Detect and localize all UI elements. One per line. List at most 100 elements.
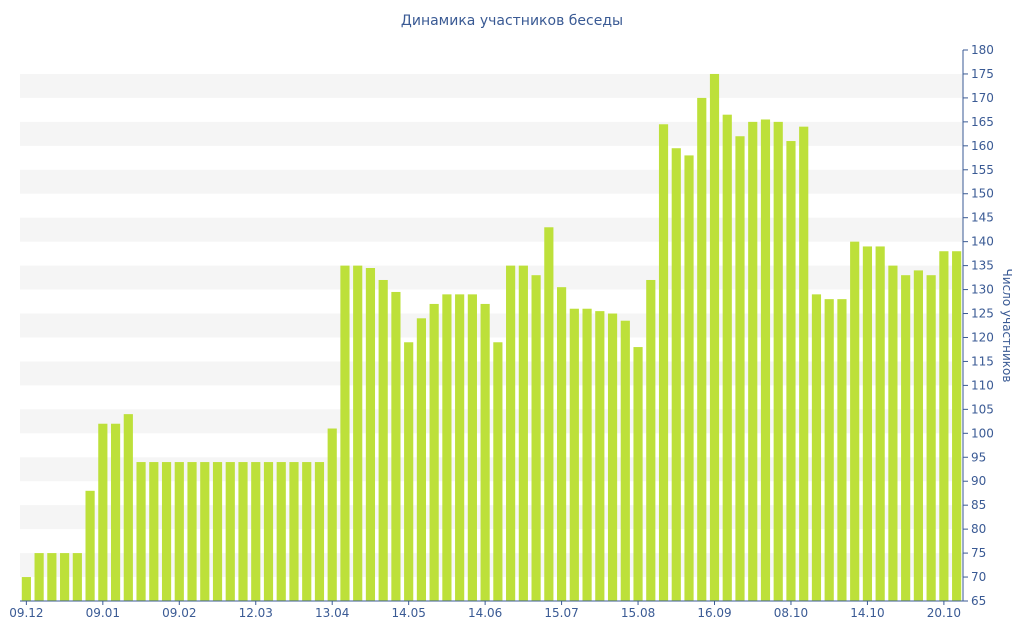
bar bbox=[824, 299, 834, 601]
x-tick-label: 16.09 bbox=[697, 606, 731, 620]
bar bbox=[123, 414, 133, 601]
bar bbox=[429, 303, 439, 601]
bar bbox=[722, 114, 732, 601]
bar bbox=[493, 342, 503, 601]
y-tick-label: 135 bbox=[971, 259, 994, 273]
bar bbox=[557, 287, 567, 601]
bar bbox=[416, 318, 426, 601]
bar bbox=[238, 462, 248, 601]
bar bbox=[340, 265, 350, 601]
x-tick-label: 09.02 bbox=[162, 606, 196, 620]
bar bbox=[760, 119, 771, 602]
bar bbox=[531, 275, 541, 601]
bar bbox=[799, 126, 809, 602]
bar bbox=[811, 294, 822, 601]
bar bbox=[136, 462, 146, 601]
y-tick-label: 150 bbox=[971, 187, 994, 201]
grid-band bbox=[20, 457, 963, 482]
y-tick-label: 140 bbox=[971, 235, 994, 249]
bar bbox=[684, 155, 694, 601]
grid-band bbox=[20, 505, 963, 530]
bar bbox=[506, 265, 516, 601]
grid-band bbox=[20, 265, 963, 290]
y-tick-label: 120 bbox=[971, 330, 994, 344]
bar bbox=[926, 275, 936, 601]
bar bbox=[365, 268, 376, 601]
y-tick-label: 175 bbox=[971, 67, 994, 81]
bar bbox=[671, 148, 681, 601]
grid-band bbox=[20, 73, 963, 98]
bar bbox=[735, 136, 745, 602]
y-tick-label: 105 bbox=[971, 402, 994, 416]
y-tick-label: 155 bbox=[971, 163, 994, 177]
bar bbox=[276, 462, 286, 601]
y-axis: 65 70 75 80 85 90 95 100 105 110 115 120 125 130 135 14… bbox=[962, 43, 994, 608]
bar bbox=[72, 553, 82, 601]
bar bbox=[378, 279, 388, 601]
y-tick-label: 95 bbox=[971, 450, 986, 464]
bar bbox=[850, 241, 860, 602]
bar bbox=[263, 462, 274, 601]
bar bbox=[455, 294, 465, 601]
bar bbox=[582, 308, 592, 601]
chart-title: Динамика участников беседы bbox=[400, 13, 624, 29]
x-tick-label: 09.12 bbox=[9, 606, 43, 620]
grid-band bbox=[20, 121, 963, 146]
x-tick-label: 14.05 bbox=[391, 606, 425, 620]
x-tick-label: 12.03 bbox=[239, 606, 273, 620]
bar bbox=[786, 141, 796, 601]
y-tick-label: 90 bbox=[971, 474, 986, 488]
bar bbox=[404, 342, 414, 601]
y-tick-label: 125 bbox=[971, 307, 994, 321]
bar bbox=[633, 347, 643, 601]
x-tick-label: 09.01 bbox=[86, 606, 120, 620]
x-tick-label: 15.07 bbox=[544, 606, 578, 620]
y-tick-label: 85 bbox=[971, 498, 986, 512]
y-tick-label: 80 bbox=[971, 522, 986, 536]
bar bbox=[773, 121, 783, 601]
bar bbox=[595, 311, 605, 601]
grid-band bbox=[20, 361, 963, 386]
grid-band bbox=[20, 409, 963, 434]
bar bbox=[646, 279, 656, 601]
bar bbox=[697, 97, 707, 602]
bar bbox=[901, 275, 911, 601]
bar bbox=[888, 265, 898, 601]
bar bbox=[875, 246, 885, 601]
bar bbox=[187, 462, 197, 601]
y-tick-label: 145 bbox=[971, 211, 994, 225]
bar bbox=[85, 490, 95, 601]
bar bbox=[658, 124, 669, 601]
x-tick-label: 14.10 bbox=[850, 606, 884, 620]
bar bbox=[34, 553, 44, 601]
x-tick-label: 14.06 bbox=[468, 606, 502, 620]
bar bbox=[569, 308, 579, 601]
bar bbox=[544, 227, 554, 601]
bar bbox=[327, 428, 337, 601]
bar bbox=[225, 462, 235, 601]
grid-band bbox=[20, 553, 963, 578]
bar bbox=[607, 313, 618, 601]
bar bbox=[837, 299, 847, 601]
y-tick-label: 115 bbox=[971, 354, 994, 368]
bar bbox=[620, 320, 630, 601]
bar bbox=[47, 553, 57, 601]
grid-band bbox=[20, 313, 963, 338]
bar bbox=[952, 251, 962, 601]
bar bbox=[391, 291, 401, 601]
bar bbox=[913, 270, 923, 601]
bar bbox=[200, 462, 210, 601]
bar bbox=[60, 553, 70, 601]
x-tick-label: 08.10 bbox=[774, 606, 808, 620]
grid-bands bbox=[20, 73, 963, 578]
y-tick-label: 180 bbox=[971, 43, 994, 57]
y-tick-label: 70 bbox=[971, 570, 986, 584]
x-tick-label: 15.08 bbox=[621, 606, 655, 620]
x-tick-label: 13.04 bbox=[315, 606, 349, 620]
bar bbox=[709, 73, 720, 601]
bar bbox=[21, 577, 31, 601]
grid-band bbox=[20, 169, 963, 194]
bar bbox=[314, 462, 325, 601]
y-tick-label: 65 bbox=[971, 594, 986, 608]
